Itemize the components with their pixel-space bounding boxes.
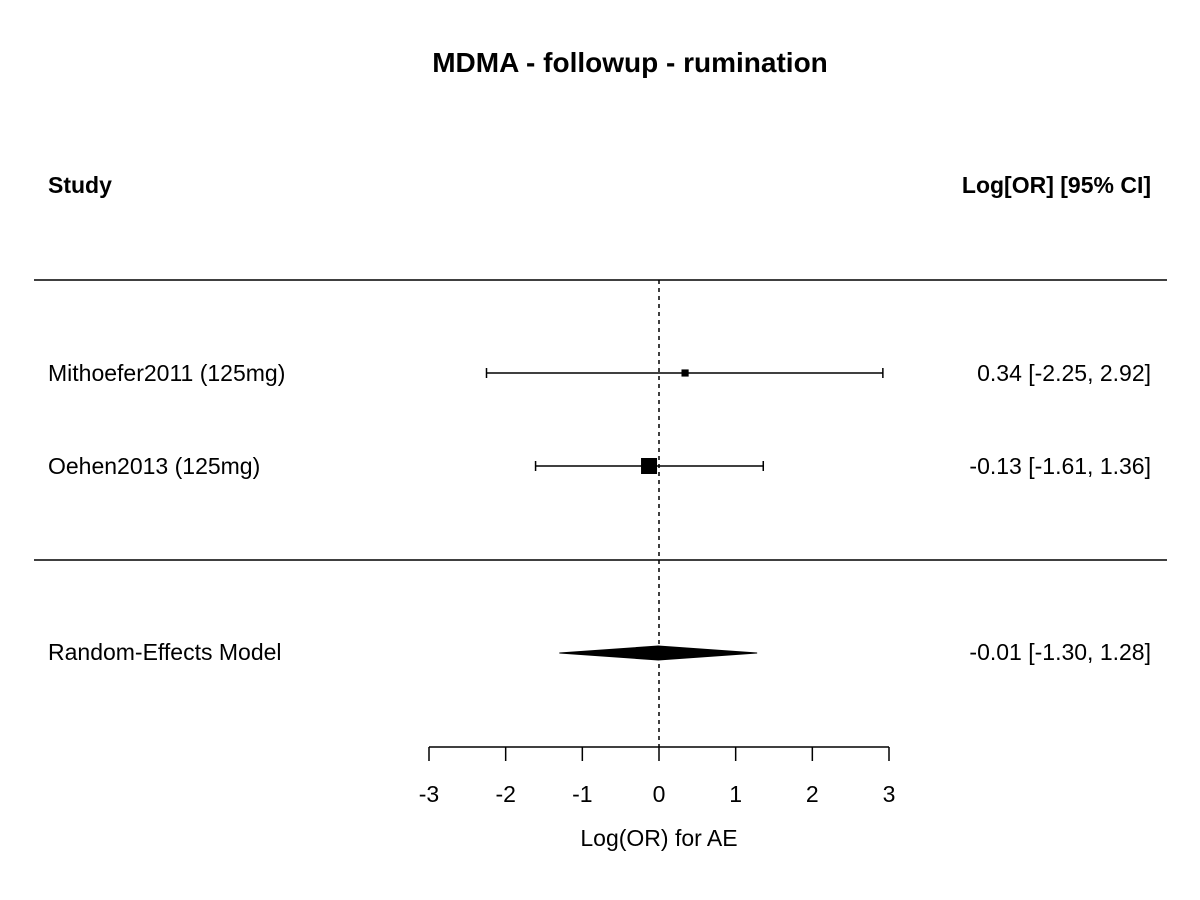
x-axis-title: Log(OR) for AE xyxy=(580,825,737,851)
study-label: Oehen2013 (125mg) xyxy=(48,453,260,479)
x-tick-label: 0 xyxy=(653,781,666,807)
x-tick-label: -1 xyxy=(572,781,592,807)
study-label: Mithoefer2011 (125mg) xyxy=(48,360,285,386)
study-column-header: Study xyxy=(48,172,112,198)
study-estimate-text: 0.34 [-2.25, 2.92] xyxy=(977,360,1151,386)
point-estimate-square xyxy=(641,458,658,474)
point-estimate-square xyxy=(681,369,689,377)
x-axis: -3 -2 -1 0 1 2 3 xyxy=(419,746,896,807)
summary-label: Random-Effects Model xyxy=(48,639,282,665)
x-tick-label: -3 xyxy=(419,781,439,807)
x-tick-label: 2 xyxy=(806,781,819,807)
summary-diamond xyxy=(559,645,758,661)
x-tick-label: 1 xyxy=(729,781,742,807)
summary-estimate-text: -0.01 [-1.30, 1.28] xyxy=(969,639,1151,665)
study-estimate-text: -0.13 [-1.61, 1.36] xyxy=(969,453,1151,479)
estimate-column-header: Log[OR] [95% CI] xyxy=(962,172,1151,198)
study-row: Oehen2013 (125mg) -0.13 [-1.61, 1.36] xyxy=(48,453,1151,479)
x-tick-label: -2 xyxy=(495,781,515,807)
study-row: Mithoefer2011 (125mg) 0.34 [-2.25, 2.92] xyxy=(48,360,1151,386)
chart-title: MDMA - followup - rumination xyxy=(432,47,828,78)
x-tick-label: 3 xyxy=(883,781,896,807)
